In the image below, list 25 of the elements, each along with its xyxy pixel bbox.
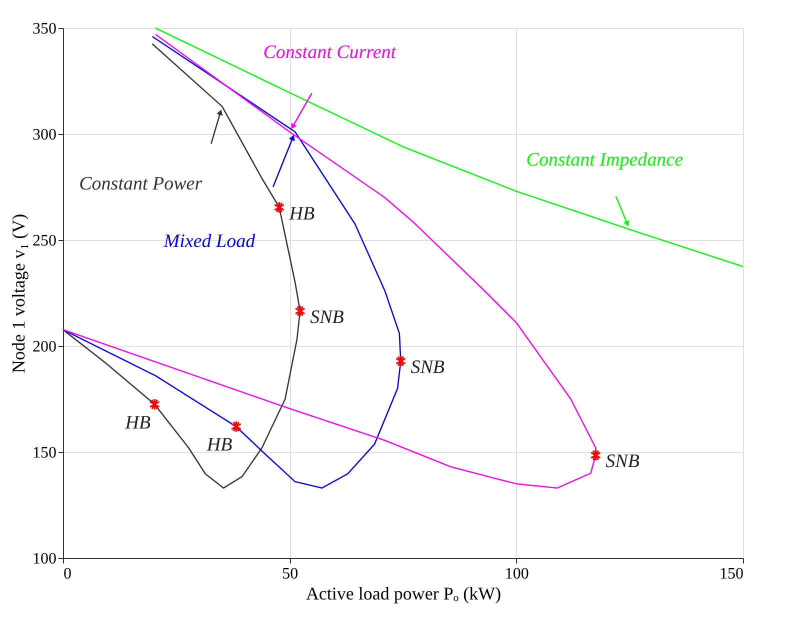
- line-series: [62, 36, 402, 489]
- x-axis-title: Active load power Pₒ (kW): [306, 584, 502, 604]
- x-tick-label: 0: [64, 566, 72, 582]
- annotation: HB: [288, 203, 315, 224]
- x-tick-label: 100: [504, 566, 529, 582]
- annotation: HB: [206, 434, 233, 456]
- y-tick-label: 250: [32, 232, 56, 250]
- x-tick-label: 50: [282, 566, 298, 582]
- y-tick-label: 300: [32, 126, 56, 144]
- annotation: SNB: [310, 307, 344, 328]
- y-tick-label: 200: [32, 338, 56, 356]
- y-tick-label: 350: [32, 20, 56, 38]
- annotation: SNB: [606, 451, 640, 472]
- y-tick-label: 150: [32, 444, 56, 462]
- series-label: Constant Impedance: [526, 149, 684, 170]
- text: Mixed Load: [162, 230, 256, 252]
- annotation: SNB: [410, 357, 445, 378]
- annotation: HB: [124, 412, 151, 434]
- line-series: [62, 34, 596, 489]
- text: Constant Power: [79, 173, 203, 194]
- x-tick-label: 150: [720, 566, 744, 582]
- line-series: [154, 27, 744, 268]
- text: Constant Current: [263, 42, 397, 63]
- y-axis-title: Node 1 voltage v₁ (V): [8, 214, 28, 374]
- y-tick-label: 100: [32, 550, 56, 568]
